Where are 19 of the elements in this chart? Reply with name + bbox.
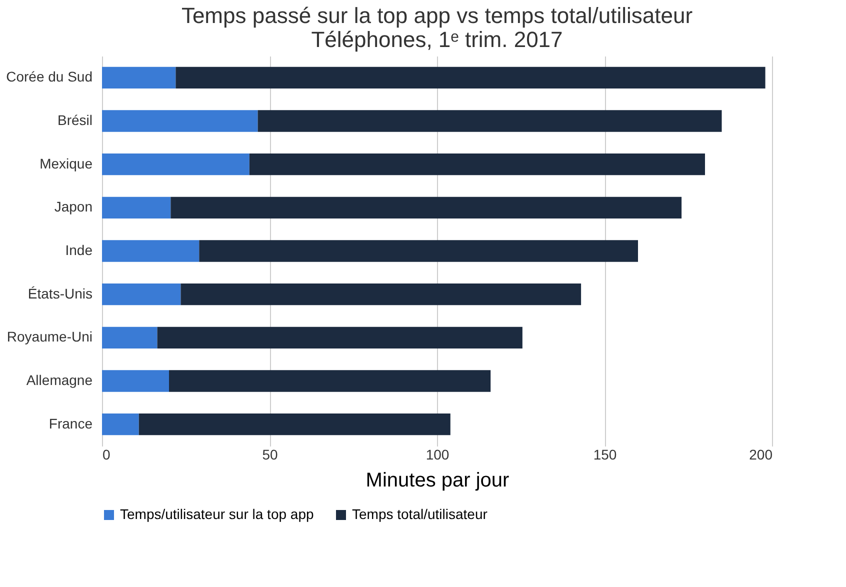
x-tick-label: 0 bbox=[102, 446, 110, 462]
y-tick-label: Allemagne bbox=[26, 372, 93, 388]
chart-subtitle: Téléphones, 1ᵉ trim. 2017 bbox=[311, 27, 563, 52]
y-tick-label: Mexique bbox=[40, 155, 93, 172]
x-tick-label: 50 bbox=[262, 446, 278, 462]
y-tick-label: Japon bbox=[54, 198, 92, 215]
x-axis-title: Minutes par jour bbox=[366, 470, 510, 492]
y-tick-label: Brésil bbox=[57, 112, 92, 128]
x-tick-label: 100 bbox=[426, 446, 450, 462]
y-tick-label: Inde bbox=[65, 242, 93, 258]
y-tick-label: France bbox=[48, 415, 93, 432]
x-tick-label: 200 bbox=[749, 446, 773, 462]
y-tick-label: États-Unis bbox=[28, 285, 92, 302]
x-tick-label: 150 bbox=[593, 446, 617, 462]
y-tick-label: Corée du Sud bbox=[6, 68, 92, 85]
legend-label: Temps/utilisateur sur la top app bbox=[120, 506, 314, 522]
legend-label: Temps total/utilisateur bbox=[352, 506, 488, 522]
y-tick-label: Royaume-Uni bbox=[6, 328, 92, 345]
chart-title: Temps passé sur la top app vs temps total/utilisateur bbox=[181, 3, 693, 28]
